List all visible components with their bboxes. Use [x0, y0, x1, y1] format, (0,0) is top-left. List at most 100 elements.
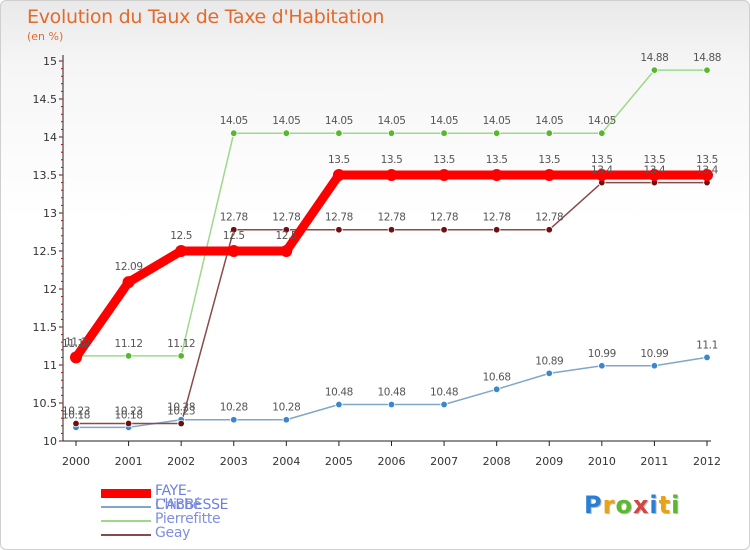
series-point	[387, 129, 396, 137]
series-point	[545, 226, 553, 234]
logo-letter: t	[658, 491, 672, 519]
logo-letter: P	[584, 491, 603, 519]
series-point	[282, 129, 291, 137]
y-tick-label: 14.5	[33, 93, 58, 106]
data-label: 10.23	[115, 406, 143, 418]
data-label: 10.68	[483, 371, 511, 383]
data-label: 10.23	[167, 406, 195, 418]
data-label: 14.05	[535, 115, 563, 127]
data-labels: 10.18 10.18 10.28 10.28 10.28 10.48 10.48 10.48…	[62, 52, 721, 421]
axes: 10 10.5 11 11.5 12 12.5 13 13.5 14 14.5 15 2000 2001…	[33, 55, 721, 468]
y-tick-label: 15	[43, 55, 57, 68]
x-tick-label: 2007	[430, 455, 458, 468]
series-point	[280, 245, 293, 257]
series-point	[387, 226, 396, 234]
y-tick-label: 10	[43, 435, 57, 448]
legend-swatch	[101, 520, 151, 522]
data-label: 14.05	[483, 115, 511, 127]
data-label: 10.18	[62, 409, 90, 421]
series-point	[335, 400, 343, 409]
series-point	[492, 129, 501, 137]
data-label: 10.99	[640, 348, 668, 360]
legend-label: Chiché	[155, 497, 201, 513]
series-point	[177, 352, 185, 360]
x-tick-label: 2010	[588, 455, 616, 468]
data-label: 10.48	[430, 387, 458, 399]
data-label: 11.12	[115, 338, 143, 350]
x-tick-label: 2002	[167, 455, 195, 468]
data-label: 13.5	[644, 154, 666, 166]
series-point	[70, 351, 82, 364]
y-tick-label: 11.5	[33, 321, 58, 334]
data-label: 14.88	[640, 52, 668, 64]
data-label: 14.05	[325, 115, 353, 127]
x-tick-label: 2001	[115, 455, 143, 468]
data-label: 12.78	[535, 212, 563, 224]
x-tick-label: 2000	[62, 455, 90, 468]
x-tick-label: 2008	[483, 455, 511, 468]
data-label: 12.78	[483, 212, 511, 224]
series-point	[545, 129, 553, 137]
series-point	[230, 129, 238, 137]
data-label: 12.78	[377, 212, 405, 224]
series-point	[230, 416, 238, 424]
series-point	[177, 419, 185, 428]
series-point	[438, 169, 451, 181]
data-label: 12.09	[115, 261, 143, 273]
series-point	[227, 245, 240, 257]
legend-label: FAYE-L'ABBESSE	[155, 483, 229, 513]
series-point	[175, 245, 188, 257]
series-point	[440, 400, 448, 409]
series-point	[282, 416, 291, 424]
data-label: 12.78	[272, 212, 300, 224]
series-point	[650, 362, 659, 370]
data-label: 14.05	[430, 115, 458, 127]
proxiti-logo: Proxiti	[584, 491, 680, 519]
data-label: 11.12	[62, 338, 90, 350]
legend-label: Geay	[155, 525, 191, 541]
logo-letter: o	[615, 491, 633, 519]
data-label: 12.5	[223, 230, 245, 242]
data-label: 14.05	[272, 115, 300, 127]
series-point	[490, 169, 503, 181]
chart-title: Evolution du Taux de Taxe d'Habitation	[27, 6, 385, 28]
series-point	[703, 353, 711, 362]
y-tick-label: 13	[43, 207, 57, 220]
data-label: 11.1	[65, 336, 87, 348]
y-tick-label: 14	[43, 131, 57, 144]
series-point	[648, 169, 661, 181]
data-label: 11.1	[696, 339, 718, 351]
series-point	[598, 362, 606, 370]
chart-subtitle: (en %)	[27, 30, 64, 43]
data-label: 12.5	[275, 230, 297, 242]
series-point	[124, 352, 133, 360]
legend-label: Pierrefitte	[155, 511, 221, 527]
data-label: 13.4	[644, 165, 666, 177]
data-label: 10.48	[325, 387, 353, 399]
series-point	[650, 66, 659, 74]
series-point	[703, 66, 711, 74]
y-tick-label: 12.5	[33, 245, 58, 258]
x-tick-label: 2003	[220, 455, 248, 468]
series-point	[335, 226, 343, 234]
series-point	[72, 419, 80, 428]
series-point	[492, 385, 501, 394]
data-label: 11.12	[167, 338, 195, 350]
logo-letter: i	[649, 491, 659, 519]
data-label: 12.78	[325, 212, 353, 224]
data-label: 13.4	[591, 165, 613, 177]
series-point	[440, 226, 448, 234]
data-label: 13.5	[381, 154, 403, 166]
series-point	[335, 129, 343, 137]
data-label: 13.4	[696, 165, 718, 177]
logo-letter: r	[602, 491, 616, 519]
data-label: 10.48	[377, 387, 405, 399]
y-tick-label: 12	[43, 283, 57, 296]
data-label: 10.89	[535, 355, 563, 367]
data-label: 14.88	[693, 52, 721, 64]
data-label: 13.5	[538, 154, 560, 166]
series-point	[492, 226, 501, 234]
legend-swatch	[101, 506, 151, 508]
